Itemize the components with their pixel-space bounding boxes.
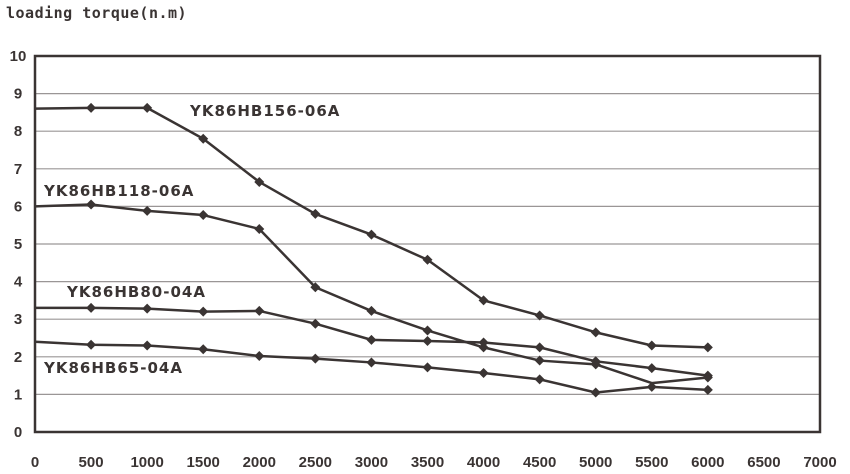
data-point-marker bbox=[478, 367, 489, 378]
data-point-marker bbox=[310, 208, 321, 219]
x-tick-label: 1000 bbox=[130, 454, 163, 471]
series-label: YK86HB80-04A bbox=[66, 283, 206, 301]
x-tick-label: 1500 bbox=[187, 454, 220, 471]
data-point-marker bbox=[142, 303, 153, 314]
y-tick-label: 8 bbox=[14, 123, 22, 140]
data-point-marker bbox=[198, 306, 209, 317]
data-point-marker bbox=[198, 344, 209, 355]
x-tick-label: 500 bbox=[79, 454, 104, 471]
data-point-marker bbox=[478, 337, 489, 348]
data-point-marker bbox=[366, 334, 377, 345]
data-point-marker bbox=[702, 370, 713, 381]
x-tick-label: 7000 bbox=[803, 454, 836, 471]
y-tick-label: 7 bbox=[14, 161, 22, 178]
x-tick-label: 4500 bbox=[523, 454, 556, 471]
data-point-marker bbox=[254, 176, 265, 187]
data-point-marker bbox=[422, 362, 433, 373]
data-point-marker bbox=[86, 199, 97, 210]
data-point-marker bbox=[534, 310, 545, 321]
data-point-marker bbox=[142, 102, 153, 113]
y-tick-label: 10 bbox=[10, 48, 27, 65]
data-point-marker bbox=[310, 282, 321, 293]
series-label: YK86HB65-04A bbox=[43, 359, 183, 377]
data-point-marker bbox=[646, 340, 657, 351]
data-point-marker bbox=[702, 342, 713, 353]
x-tick-label: 0 bbox=[31, 454, 39, 471]
data-point-marker bbox=[590, 387, 601, 398]
data-point-marker bbox=[590, 327, 601, 338]
data-point-marker bbox=[310, 318, 321, 329]
y-tick-label: 6 bbox=[14, 198, 22, 215]
data-point-marker bbox=[702, 384, 713, 395]
data-point-marker bbox=[646, 363, 657, 374]
data-point-marker bbox=[422, 325, 433, 336]
series-label: YK86HB118-06A bbox=[43, 182, 194, 200]
data-point-marker bbox=[86, 102, 97, 113]
data-point-marker bbox=[254, 223, 265, 234]
x-tick-label: 3000 bbox=[355, 454, 388, 471]
x-tick-label: 6000 bbox=[691, 454, 724, 471]
data-point-marker bbox=[534, 374, 545, 385]
data-point-marker bbox=[366, 229, 377, 240]
x-tick-label: 2000 bbox=[243, 454, 276, 471]
x-tick-label: 4000 bbox=[467, 454, 500, 471]
data-point-marker bbox=[422, 254, 433, 265]
chart-title: loading torque(n.m) bbox=[6, 4, 188, 22]
y-tick-label: 1 bbox=[14, 386, 22, 403]
data-point-marker bbox=[142, 205, 153, 216]
plot-frame bbox=[33, 54, 822, 434]
data-point-marker bbox=[366, 357, 377, 368]
data-point-marker bbox=[198, 133, 209, 144]
y-tick-label: 5 bbox=[14, 236, 22, 253]
y-tick-label: 0 bbox=[14, 424, 22, 441]
data-point-marker bbox=[254, 351, 265, 362]
series-label: YK86HB156-06A bbox=[189, 102, 340, 120]
data-point-marker bbox=[198, 210, 209, 221]
y-tick-label: 4 bbox=[14, 274, 23, 291]
x-tick-label: 2500 bbox=[299, 454, 332, 471]
data-point-marker bbox=[254, 305, 265, 316]
data-point-marker bbox=[142, 340, 153, 351]
y-tick-label: 9 bbox=[14, 86, 22, 103]
y-tick-label: 2 bbox=[14, 349, 22, 366]
data-point-marker bbox=[422, 336, 433, 347]
x-tick-label: 6500 bbox=[747, 454, 780, 471]
data-point-marker bbox=[478, 295, 489, 306]
data-point-marker bbox=[590, 356, 601, 367]
data-point-marker bbox=[534, 342, 545, 353]
data-point-marker bbox=[86, 302, 97, 313]
y-tick-label: 3 bbox=[14, 311, 22, 328]
data-point-marker bbox=[86, 339, 97, 350]
data-point-marker bbox=[646, 381, 657, 392]
data-point-marker bbox=[310, 353, 321, 364]
x-tick-label: 3500 bbox=[411, 454, 444, 471]
x-tick-label: 5000 bbox=[579, 454, 612, 471]
data-point-marker bbox=[534, 355, 545, 366]
data-point-marker bbox=[366, 305, 377, 316]
x-tick-label: 5500 bbox=[635, 454, 668, 471]
